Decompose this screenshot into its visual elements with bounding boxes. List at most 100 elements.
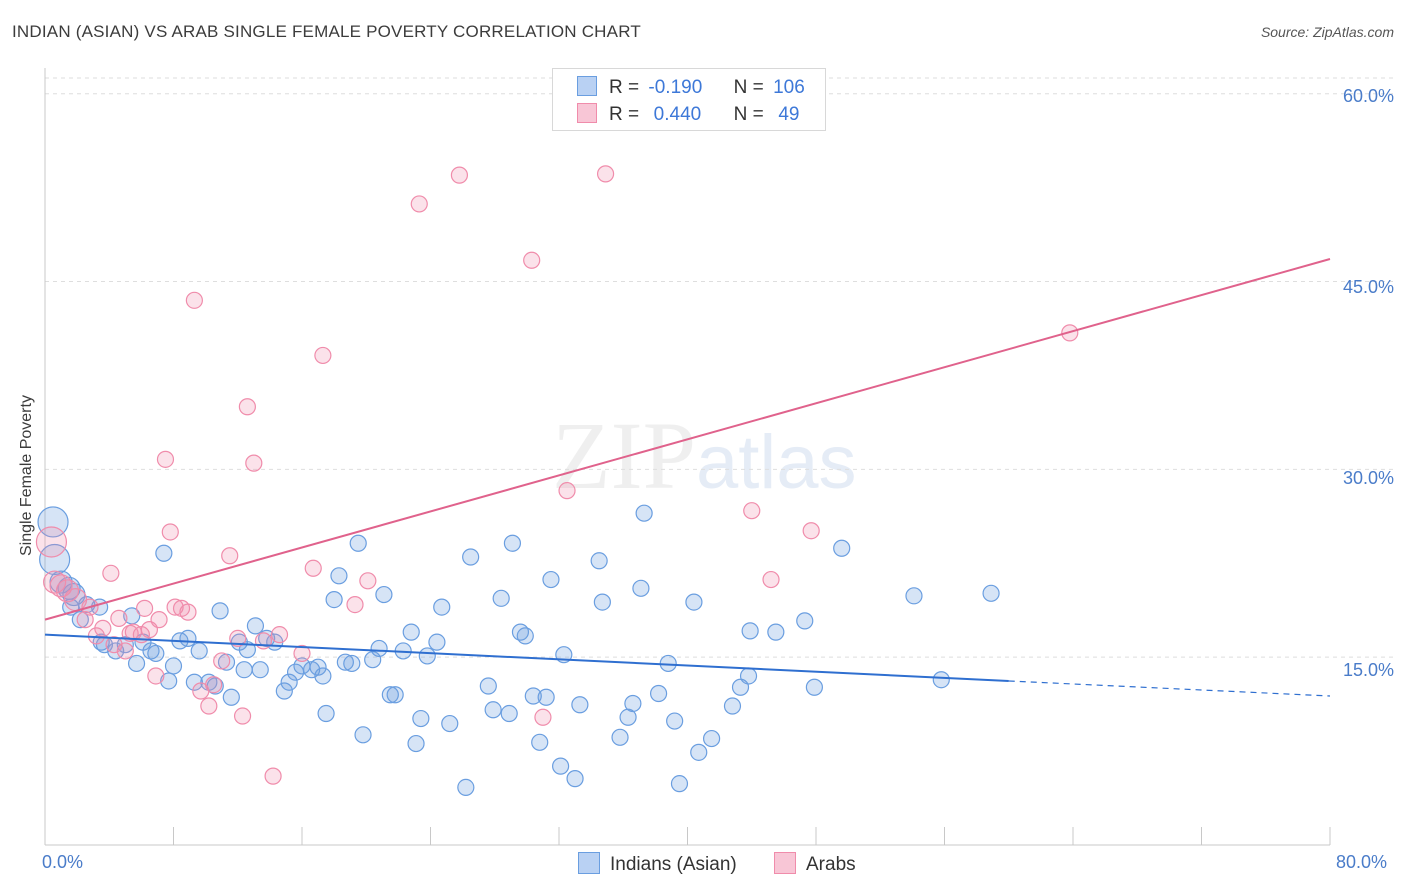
indians-point-98	[741, 622, 759, 640]
arabs-point-45	[523, 251, 541, 269]
indians-point-14	[127, 654, 146, 673]
arabs-point-34	[245, 454, 263, 472]
arabs-point-39	[304, 559, 322, 577]
indians-point-45	[325, 590, 343, 609]
indians-trend-extrapolation	[1008, 680, 1331, 697]
indians-point-60	[418, 647, 436, 665]
indians-point-34	[251, 661, 269, 679]
arabs-point-8	[94, 619, 112, 637]
indians-point-33	[246, 617, 265, 635]
indians-point-86	[632, 579, 650, 597]
indians-point-59	[412, 709, 430, 728]
indians-point-50	[354, 726, 372, 744]
legend-n-value: 106	[773, 77, 805, 98]
indians-point-82	[593, 593, 611, 611]
indians-point-69	[500, 704, 518, 723]
source-label: Source: ZipAtlas.com	[1260, 24, 1394, 40]
arabs-point-30	[221, 547, 239, 565]
arabs-point-0	[35, 526, 68, 558]
indians-point-23	[185, 673, 203, 691]
indians-point-77	[552, 757, 570, 775]
arabs-point-32	[233, 707, 252, 725]
indians-point-83	[611, 728, 629, 746]
indians-point-64	[457, 778, 475, 797]
legend-r-label: R =	[609, 104, 640, 125]
indians-point-20	[164, 657, 183, 675]
arabs-point-40	[314, 346, 332, 365]
legend-row-arabs: R = 0.440 N = 49	[577, 103, 799, 125]
indians-point-27	[211, 602, 229, 620]
indians-point-32	[238, 641, 256, 659]
indians-point-81	[590, 552, 608, 570]
bottom-legend-label-indians: Indians (Asian)	[610, 854, 737, 875]
indians-point-43	[314, 667, 332, 685]
arabs-point-46	[534, 708, 552, 726]
legend-n-value: 49	[773, 104, 800, 125]
arabs-point-3	[55, 579, 80, 603]
indians-point-17	[147, 644, 165, 663]
indians-point-105	[982, 584, 1000, 602]
bottom-legend-label-arabs: Arabs	[806, 854, 856, 875]
arabs-point-18	[147, 667, 165, 685]
indians-point-22	[179, 629, 197, 648]
x-tick-max: 80.0%	[1336, 852, 1388, 872]
arabs-point-1	[43, 570, 67, 594]
arabs-point-43	[410, 195, 428, 213]
watermark: ZIPatlas	[552, 400, 857, 511]
indians-point-57	[402, 623, 420, 641]
indians-point-55	[386, 686, 404, 704]
indians-point-65	[462, 548, 480, 566]
arabs-point-29	[213, 652, 231, 670]
indians-point-61	[428, 633, 446, 651]
arabs-point-51	[802, 522, 820, 540]
y-axis-label: Single Female Poverty	[18, 395, 35, 556]
indians-point-52	[370, 639, 388, 658]
indians-point-87	[635, 504, 653, 522]
arabs-point-50	[762, 570, 780, 589]
arabs-point-24	[179, 603, 197, 621]
indians-point-6	[71, 611, 89, 629]
indians-trend-line	[44, 633, 1009, 682]
arabs-point-27	[200, 697, 218, 715]
indians-point-58	[407, 734, 425, 753]
indians-point-80	[571, 696, 589, 714]
y-tick-15: 15.0%	[1342, 660, 1394, 680]
indians-point-31	[235, 661, 253, 679]
indians-point-42	[309, 658, 327, 676]
watermark-zip: ZIP	[552, 402, 696, 509]
legend-swatch-pink	[577, 103, 597, 123]
indians-point-95	[723, 697, 742, 715]
indians-point-92	[685, 593, 703, 611]
indians-point-48	[343, 654, 361, 673]
indians-point-38	[280, 673, 298, 691]
arabs-point-47	[558, 482, 576, 500]
arabs-point-12	[116, 642, 134, 660]
indians-point-103	[905, 587, 923, 605]
indians-point-88	[649, 684, 668, 703]
arabs-point-22	[166, 598, 184, 616]
arabs-point-44	[450, 166, 469, 184]
indians-point-93	[690, 743, 708, 761]
bottom-legend-indians: Indians (Asian)	[578, 852, 737, 876]
indians-point-66	[479, 677, 497, 695]
x-tick-min: 0.0%	[42, 852, 84, 872]
arabs-point-28	[205, 676, 223, 694]
arabs-point-41	[346, 595, 364, 614]
arabs-point-38	[293, 644, 311, 663]
arabs-point-9	[102, 564, 120, 582]
indians-point-91	[670, 775, 689, 793]
indians-point-101	[805, 678, 823, 696]
legend-r-label: R =	[609, 77, 640, 98]
indians-point-90	[666, 712, 684, 730]
arabs-point-19	[150, 611, 168, 629]
arabs-point-36	[264, 767, 282, 785]
arabs-point-33	[238, 398, 256, 416]
indians-point-53	[375, 585, 393, 604]
indians-point-75	[537, 688, 555, 706]
bottom-legend-swatch-blue	[578, 852, 600, 874]
y-tick-45: 45.0%	[1342, 277, 1394, 297]
indians-point-73	[524, 687, 542, 705]
bottom-legend-arabs: Arabs	[774, 852, 856, 876]
indians-point-68	[492, 589, 510, 607]
